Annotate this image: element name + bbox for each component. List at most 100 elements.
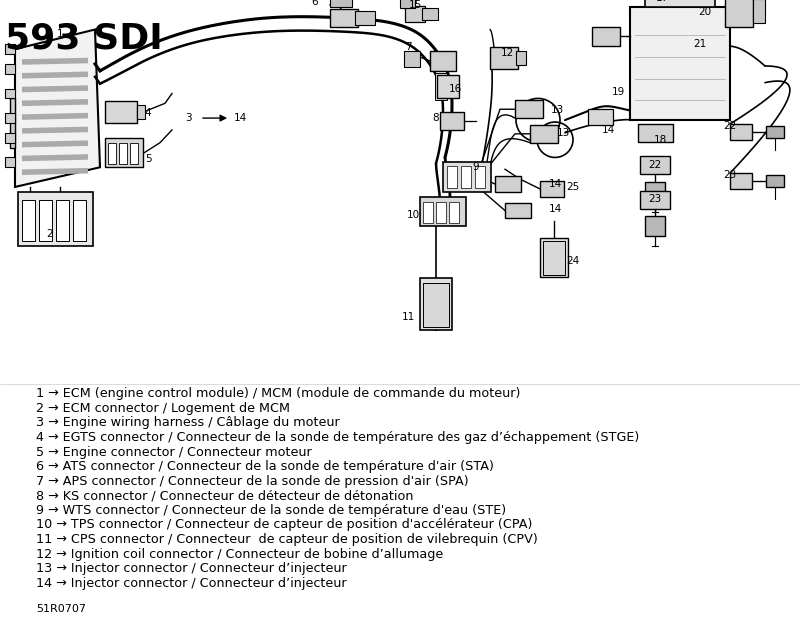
Text: 14 → Injector connector / Connecteur d’injecteur: 14 → Injector connector / Connecteur d’i… (36, 577, 346, 590)
FancyBboxPatch shape (105, 138, 143, 167)
FancyBboxPatch shape (423, 202, 433, 223)
Text: 7 → APS connector / Connecteur de la sonde de pression d'air (SPA): 7 → APS connector / Connecteur de la son… (36, 475, 469, 488)
FancyBboxPatch shape (588, 109, 613, 125)
FancyBboxPatch shape (108, 143, 116, 164)
Text: 6 → ATS connector / Connecteur de la sonde de température d'air (STA): 6 → ATS connector / Connecteur de la son… (36, 460, 494, 473)
FancyBboxPatch shape (730, 173, 752, 189)
Text: 5: 5 (145, 154, 151, 164)
Polygon shape (15, 29, 100, 187)
Text: 13: 13 (550, 105, 564, 115)
FancyBboxPatch shape (475, 166, 485, 188)
Text: 5 → Engine connector / Connecteur moteur: 5 → Engine connector / Connecteur moteur (36, 446, 312, 459)
Text: 14: 14 (602, 125, 614, 135)
Text: 22: 22 (723, 121, 737, 131)
FancyBboxPatch shape (5, 64, 15, 74)
FancyBboxPatch shape (449, 202, 459, 223)
FancyBboxPatch shape (420, 278, 452, 329)
Text: 9: 9 (473, 162, 479, 172)
FancyBboxPatch shape (640, 191, 670, 208)
FancyBboxPatch shape (39, 200, 52, 241)
FancyBboxPatch shape (447, 166, 457, 188)
Text: 1 → ECM (engine control module) / MCM (module de commande du moteur): 1 → ECM (engine control module) / MCM (m… (36, 388, 520, 401)
Text: 1: 1 (57, 29, 63, 39)
Text: 2: 2 (46, 229, 54, 239)
Text: 14: 14 (548, 179, 562, 189)
FancyBboxPatch shape (18, 192, 93, 246)
Text: 17: 17 (655, 0, 669, 3)
FancyBboxPatch shape (645, 0, 715, 7)
FancyBboxPatch shape (766, 175, 784, 187)
FancyBboxPatch shape (130, 143, 138, 164)
FancyBboxPatch shape (725, 0, 753, 27)
FancyBboxPatch shape (430, 51, 456, 71)
FancyBboxPatch shape (5, 157, 15, 167)
Text: 20: 20 (698, 7, 711, 17)
FancyBboxPatch shape (22, 200, 35, 241)
FancyBboxPatch shape (5, 133, 15, 143)
FancyBboxPatch shape (440, 112, 464, 130)
FancyBboxPatch shape (423, 283, 449, 327)
Text: 23: 23 (723, 170, 737, 180)
FancyBboxPatch shape (56, 200, 69, 241)
FancyBboxPatch shape (137, 105, 145, 119)
FancyBboxPatch shape (640, 157, 670, 174)
Text: 593 SDI: 593 SDI (5, 22, 162, 56)
Text: 21: 21 (694, 39, 706, 49)
FancyBboxPatch shape (404, 51, 420, 67)
FancyBboxPatch shape (543, 241, 565, 275)
Text: 14: 14 (548, 203, 562, 213)
Text: 3: 3 (186, 113, 192, 123)
FancyBboxPatch shape (540, 181, 564, 197)
Text: 25: 25 (566, 182, 580, 192)
FancyBboxPatch shape (5, 44, 15, 54)
Text: 4: 4 (145, 108, 151, 118)
Text: 3 → Engine wiring harness / Câblage du moteur: 3 → Engine wiring harness / Câblage du m… (36, 416, 340, 429)
FancyBboxPatch shape (119, 143, 127, 164)
FancyBboxPatch shape (515, 100, 543, 118)
FancyBboxPatch shape (461, 166, 471, 188)
Text: 8 → KS connector / Connecteur de détecteur de détonation: 8 → KS connector / Connecteur de détecte… (36, 489, 414, 502)
FancyBboxPatch shape (540, 238, 568, 278)
FancyBboxPatch shape (105, 101, 137, 123)
Text: 11: 11 (402, 312, 414, 322)
Text: 8: 8 (433, 113, 439, 123)
Text: 51R0707: 51R0707 (36, 605, 86, 615)
Text: 6: 6 (312, 0, 318, 7)
FancyBboxPatch shape (5, 113, 15, 123)
FancyBboxPatch shape (592, 27, 620, 46)
FancyBboxPatch shape (330, 0, 352, 7)
FancyBboxPatch shape (530, 125, 558, 143)
FancyBboxPatch shape (422, 8, 438, 20)
FancyBboxPatch shape (405, 6, 425, 22)
FancyBboxPatch shape (753, 0, 765, 22)
Text: 10: 10 (406, 210, 419, 220)
FancyBboxPatch shape (435, 73, 447, 100)
Polygon shape (10, 99, 15, 148)
Text: 13 → Injector connector / Connecteur d’injecteur: 13 → Injector connector / Connecteur d’i… (36, 562, 346, 575)
Text: 16: 16 (448, 84, 462, 94)
FancyBboxPatch shape (436, 202, 446, 223)
FancyBboxPatch shape (495, 176, 521, 192)
FancyBboxPatch shape (400, 0, 415, 8)
Text: 23: 23 (648, 194, 662, 204)
FancyBboxPatch shape (505, 203, 531, 218)
Text: 12 → Ignition coil connector / Connecteur de bobine d’allumage: 12 → Ignition coil connector / Connecteu… (36, 547, 443, 560)
FancyBboxPatch shape (645, 217, 665, 236)
FancyBboxPatch shape (766, 126, 784, 138)
Text: 4 → EGTS connector / Connecteur de la sonde de température des gaz d’échappement: 4 → EGTS connector / Connecteur de la so… (36, 431, 639, 444)
Text: 12: 12 (500, 48, 514, 58)
FancyBboxPatch shape (355, 11, 375, 24)
FancyBboxPatch shape (638, 124, 673, 142)
Text: 13: 13 (556, 128, 570, 138)
Text: 14: 14 (234, 113, 247, 123)
Text: 9 → WTS connector / Connecteur de la sonde de température d'eau (STE): 9 → WTS connector / Connecteur de la son… (36, 504, 506, 517)
FancyBboxPatch shape (420, 197, 466, 227)
FancyBboxPatch shape (437, 75, 459, 99)
Text: 11 → CPS connector / Connecteur  de capteur de position de vilebrequin (CPV): 11 → CPS connector / Connecteur de capte… (36, 533, 538, 546)
FancyBboxPatch shape (630, 7, 730, 120)
FancyBboxPatch shape (73, 200, 86, 241)
Text: 7: 7 (405, 42, 411, 52)
FancyBboxPatch shape (5, 89, 15, 99)
FancyBboxPatch shape (490, 47, 518, 69)
FancyBboxPatch shape (516, 51, 526, 65)
